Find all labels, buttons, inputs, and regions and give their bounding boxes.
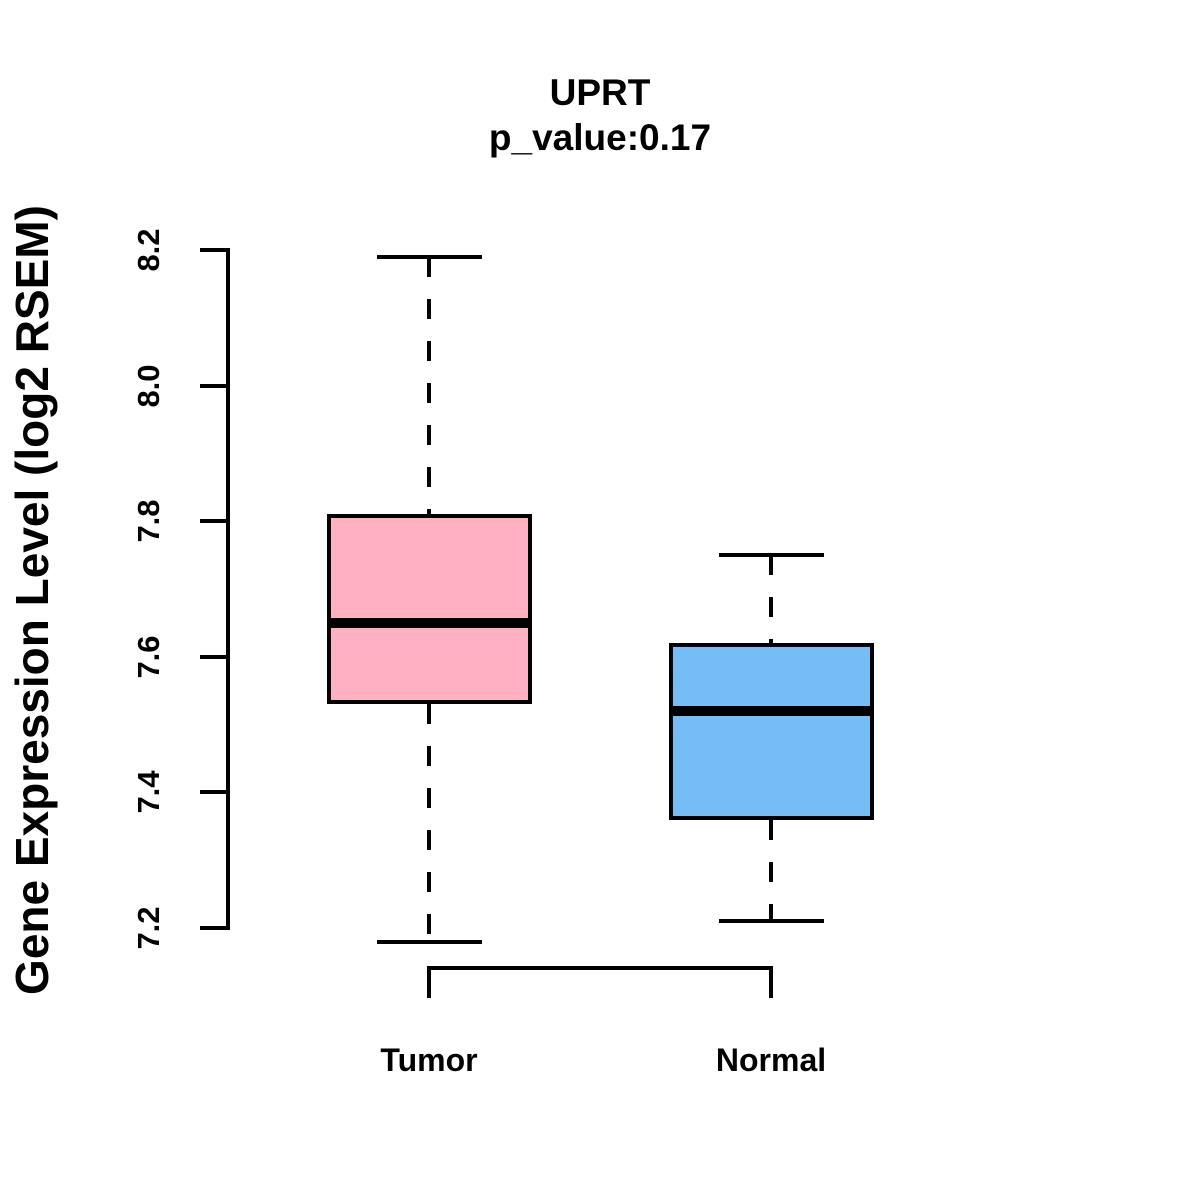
y-tick xyxy=(200,248,230,252)
y-tick-label: 7.2 xyxy=(131,906,166,950)
whisker-cap-upper-tumor xyxy=(376,254,482,259)
median-line-normal xyxy=(668,706,874,717)
y-tick-label: 8.2 xyxy=(131,228,166,272)
x-axis-line xyxy=(427,966,773,970)
y-tick-label: 8.0 xyxy=(131,364,166,408)
x-axis-tick-normal xyxy=(769,968,773,998)
x-axis-label-normal: Normal xyxy=(715,1042,827,1078)
y-tick-label: 7.8 xyxy=(131,499,166,543)
y-tick xyxy=(200,654,230,659)
whisker-lower-normal xyxy=(769,819,773,922)
box-tumor xyxy=(326,514,532,705)
chart-subtitle: p_value:0.17 xyxy=(488,117,712,158)
whisker-cap-lower-normal xyxy=(718,919,824,924)
x-axis-tick-tumor xyxy=(427,968,431,998)
x-axis-label-tumor: Tumor xyxy=(380,1042,478,1078)
whisker-cap-upper-normal xyxy=(718,553,824,558)
y-axis-line xyxy=(226,248,230,930)
y-tick xyxy=(200,519,230,524)
y-tick-label: 7.4 xyxy=(131,770,166,814)
whisker-upper-normal xyxy=(769,555,773,644)
whisker-lower-tumor xyxy=(427,704,431,942)
box-normal xyxy=(668,643,874,820)
y-tick xyxy=(200,790,230,795)
chart-title: UPRT xyxy=(549,72,651,113)
median-line-tumor xyxy=(326,617,532,628)
y-tick xyxy=(200,926,230,930)
y-tick xyxy=(200,383,230,388)
whisker-cap-lower-tumor xyxy=(376,939,482,944)
y-tick-label: 7.6 xyxy=(131,635,166,679)
y-axis-label: Gene Expression Level (log2 RSEM) xyxy=(6,205,58,995)
whisker-upper-tumor xyxy=(427,256,431,515)
